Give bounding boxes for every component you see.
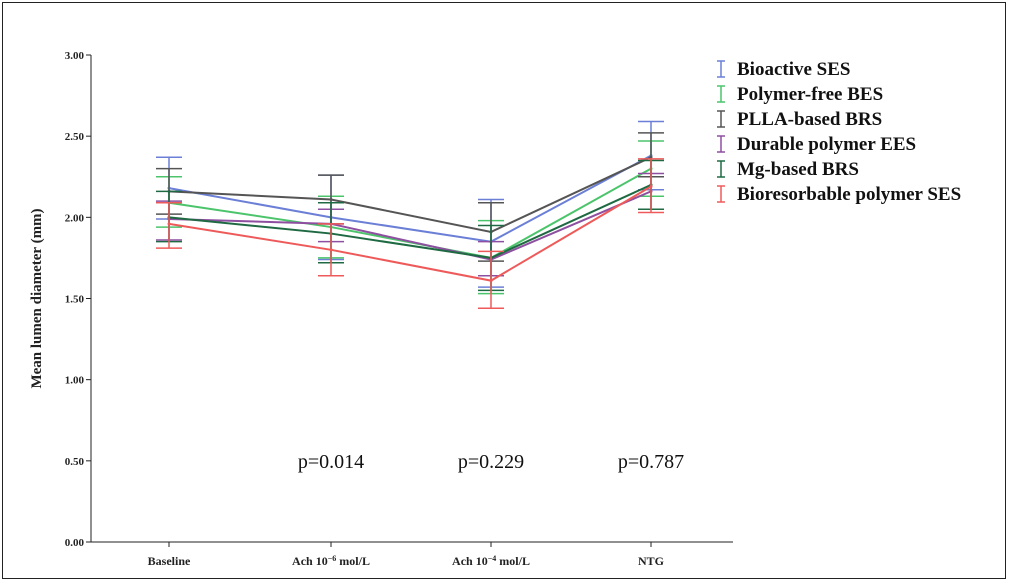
data-point (329, 248, 333, 252)
y-tick-label: 2.00 (65, 212, 85, 224)
legend-label: PLLA-based BRS (737, 109, 882, 130)
series-line (168, 185, 652, 282)
axes: 0.00 0.50 1.00 1.50 2.00 2.50 3.00 Baseline Ach … (65, 50, 733, 568)
series-bioresorbable-polymer-ses (156, 158, 664, 309)
series-mg-based-brs (156, 159, 664, 292)
y-tick-label: 1.50 (65, 294, 85, 306)
legend-label: Polymer-free BES (737, 84, 883, 105)
legend-label: Durable polymer EES (737, 134, 916, 155)
x-tick-label: NTG (638, 554, 664, 568)
y-tick-label: 1.00 (65, 375, 85, 387)
y-axis-label: Mean lumen diameter (mm) (29, 208, 45, 388)
x-tick-label: Ach 10−4 mol/L (452, 554, 530, 569)
legend: Bioactive SES Polymer-free BES PLLA-based … (717, 59, 961, 205)
legend-item: Bioresorbable polymer SES (717, 184, 961, 205)
x-tick-label: Baseline (148, 554, 191, 568)
line-chart: 0.00 0.50 1.00 1.50 2.00 2.50 3.00 Baseline Ach … (29, 50, 961, 568)
x-tick-label: Ach 10−6 mol/L (292, 554, 370, 569)
y-tick-label: 0.00 (65, 537, 85, 549)
p-value-annotation: p=0.229 (458, 451, 524, 473)
data-point (329, 197, 333, 201)
p-value-annotation: p=0.014 (298, 451, 364, 473)
legend-label: Mg-based BRS (737, 159, 859, 180)
legend-label: Bioresorbable polymer SES (737, 184, 961, 205)
series-line (168, 183, 652, 259)
legend-item: Polymer-free BES (717, 84, 883, 105)
legend-item: PLLA-based BRS (717, 109, 882, 130)
annotations: p=0.014 p=0.229 p=0.787 (298, 451, 684, 473)
legend-item: Mg-based BRS (717, 159, 859, 180)
plot-area (156, 120, 664, 309)
series-line (168, 190, 652, 261)
series-line (168, 156, 652, 233)
y-tick-label: 2.50 (65, 131, 85, 143)
data-point (489, 279, 493, 283)
y-tick-label: 3.00 (65, 50, 85, 62)
data-point (649, 184, 653, 188)
series-line (168, 154, 652, 243)
legend-item: Durable polymer EES (717, 134, 916, 155)
data-point (649, 155, 653, 159)
legend-item: Bioactive SES (717, 59, 850, 80)
series-line (168, 167, 652, 259)
p-value-annotation: p=0.787 (618, 451, 684, 473)
legend-label: Bioactive SES (737, 59, 850, 80)
y-tick-label: 0.50 (65, 456, 85, 468)
data-point (167, 222, 171, 226)
